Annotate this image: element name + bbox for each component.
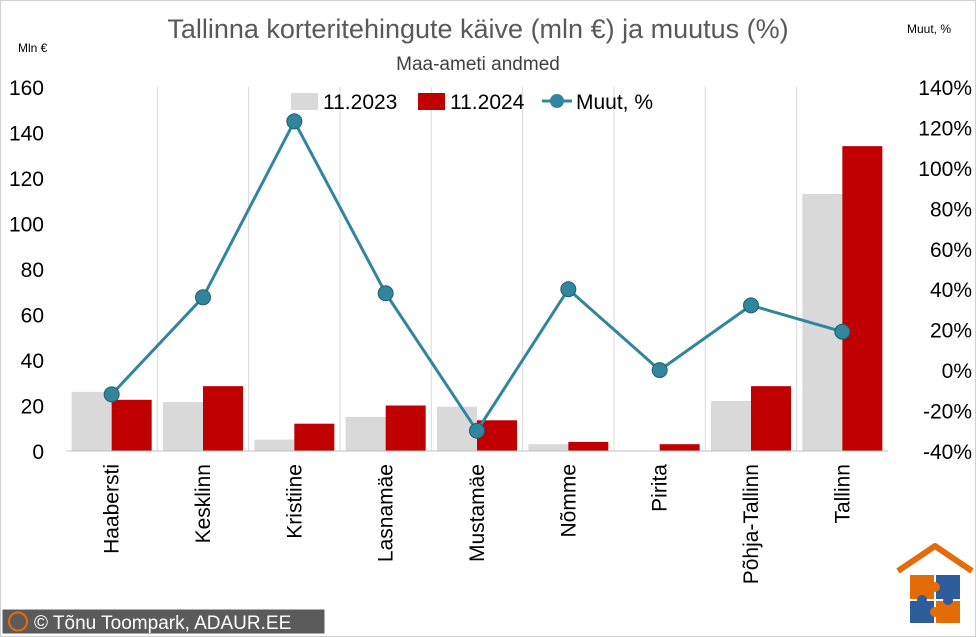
bar-11-2024-Kristiine xyxy=(294,423,335,451)
bar-11-2023-Lasnamäe xyxy=(345,416,386,451)
y-right-tick-label: 60% xyxy=(930,239,972,262)
legend-swatch-2023 xyxy=(291,93,318,110)
bar-11-2024-Nõmme xyxy=(568,441,609,451)
legend-marker xyxy=(550,94,564,108)
y-left-tick-label: 140 xyxy=(9,123,44,146)
credit-box: © Tõnu Toompark, ADAUR.EE xyxy=(1,608,326,635)
y-left-tick-label: 60 xyxy=(21,305,44,328)
change-point-Kristiine xyxy=(286,113,303,130)
y-right-tick-label: 0% xyxy=(942,360,972,383)
y-left-tick-label: 40 xyxy=(21,350,44,373)
bar-11-2023-Põhja-Tallinn xyxy=(711,400,751,451)
logo-puzzle-piece xyxy=(910,601,934,623)
bars xyxy=(71,146,883,452)
y-left-tick-label: 120 xyxy=(9,168,44,191)
y-right-tick-label: -20% xyxy=(923,401,972,424)
bar-11-2023-Nõmme xyxy=(528,444,569,451)
copyright-icon xyxy=(8,611,28,632)
bar-11-2023-Haabersti xyxy=(71,391,112,451)
bar-11-2024-Põhja-Tallinn xyxy=(751,386,791,451)
x-tick-label: Tallinn xyxy=(831,464,854,524)
change-point-Tallinn xyxy=(834,323,851,340)
change-point-Mustamäe xyxy=(469,422,485,439)
y-right-tick-label: 140% xyxy=(918,77,972,100)
logo-puzzle-knob xyxy=(930,582,940,592)
logo-puzzle-knob xyxy=(917,595,927,605)
legend-swatch-2024 xyxy=(418,93,445,110)
y-left-tick-label: 0 xyxy=(32,441,44,464)
logo-roof xyxy=(896,543,974,574)
y-left-ticks: 0 20 40 60 80 100 120 140 160 xyxy=(9,77,44,464)
legend-label-2023: 11.2023 xyxy=(323,91,397,114)
change-point-Lasnamäe xyxy=(377,285,394,302)
legend: 11.2023 11.2024 Muut, % xyxy=(291,91,653,114)
bar-11-2024-Lasnamäe xyxy=(385,405,426,451)
bar-11-2024-Pirita xyxy=(659,444,700,451)
y-left-axis-label: Mln € xyxy=(18,41,48,55)
y-right-tick-label: 20% xyxy=(930,320,972,343)
logo-puzzle-knob xyxy=(943,595,953,605)
y-left-tick-label: 160 xyxy=(9,77,44,100)
y-right-tick-label: 80% xyxy=(930,198,972,221)
x-tick-label: Nõmme xyxy=(557,464,580,538)
chart-title: Tallinna korteritehingute käive (mln €) … xyxy=(167,14,788,44)
legend-label-2024: 11.2024 xyxy=(450,91,525,114)
change-point-Haabersti xyxy=(103,386,120,403)
bar-11-2024-Haabersti xyxy=(111,399,152,451)
y-right-tick-label: 40% xyxy=(930,279,972,302)
x-tick-labels: Haabersti Kesklinn Kristiine Lasnamäe Mustam… xyxy=(101,464,855,585)
x-tick-label: Haabersti xyxy=(101,464,124,554)
y-left-tick-label: 20 xyxy=(21,396,44,419)
change-point-Põhja-Tallinn xyxy=(743,297,759,314)
x-tick-label: Pirita xyxy=(649,464,672,512)
y-right-ticks: -40% -20% 0% 20% 40% 60% 80% 100% 120% 140% xyxy=(918,77,972,464)
change-point-Nõmme xyxy=(560,281,577,298)
y-right-tick-label: -40% xyxy=(923,441,972,464)
y-left-tick-label: 100 xyxy=(9,214,44,237)
gridlines xyxy=(156,87,798,451)
bar-11-2023-Kristiine xyxy=(254,439,295,451)
logo-puzzle-knob xyxy=(930,607,940,617)
chart-subtitle: Maa-ameti andmed xyxy=(396,54,560,75)
change-point-Pirita xyxy=(651,362,668,379)
y-right-tick-label: 120% xyxy=(918,117,972,140)
house-puzzle-logo xyxy=(896,543,974,624)
x-tick-label: Mustamäe xyxy=(466,464,489,562)
y-left-tick-label: 80 xyxy=(21,259,44,282)
change-line-path xyxy=(110,119,843,433)
x-tick-label: Põhja-Tallinn xyxy=(740,464,763,584)
bar-11-2024-Kesklinn xyxy=(203,386,243,451)
logo-puzzle-piece xyxy=(936,601,960,623)
y-right-tick-label: 100% xyxy=(918,158,972,181)
credit-background xyxy=(1,608,326,635)
change-point-Kesklinn xyxy=(195,289,211,306)
x-tick-label: Lasnamäe xyxy=(375,464,398,562)
credit-text: © Tõnu Toompark, ADAUR.EE xyxy=(34,613,291,634)
bar-11-2023-Kesklinn xyxy=(163,402,203,451)
legend-label-change: Muut, % xyxy=(576,91,653,114)
bar-11-2024-Tallinn xyxy=(842,146,883,451)
x-tick-label: Kesklinn xyxy=(192,464,215,543)
bar-11-2024-Mustamäe xyxy=(477,420,517,451)
change-line xyxy=(103,113,851,439)
x-tick-label: Kristiine xyxy=(283,464,306,539)
y-right-axis-label: Muut, % xyxy=(907,22,951,36)
